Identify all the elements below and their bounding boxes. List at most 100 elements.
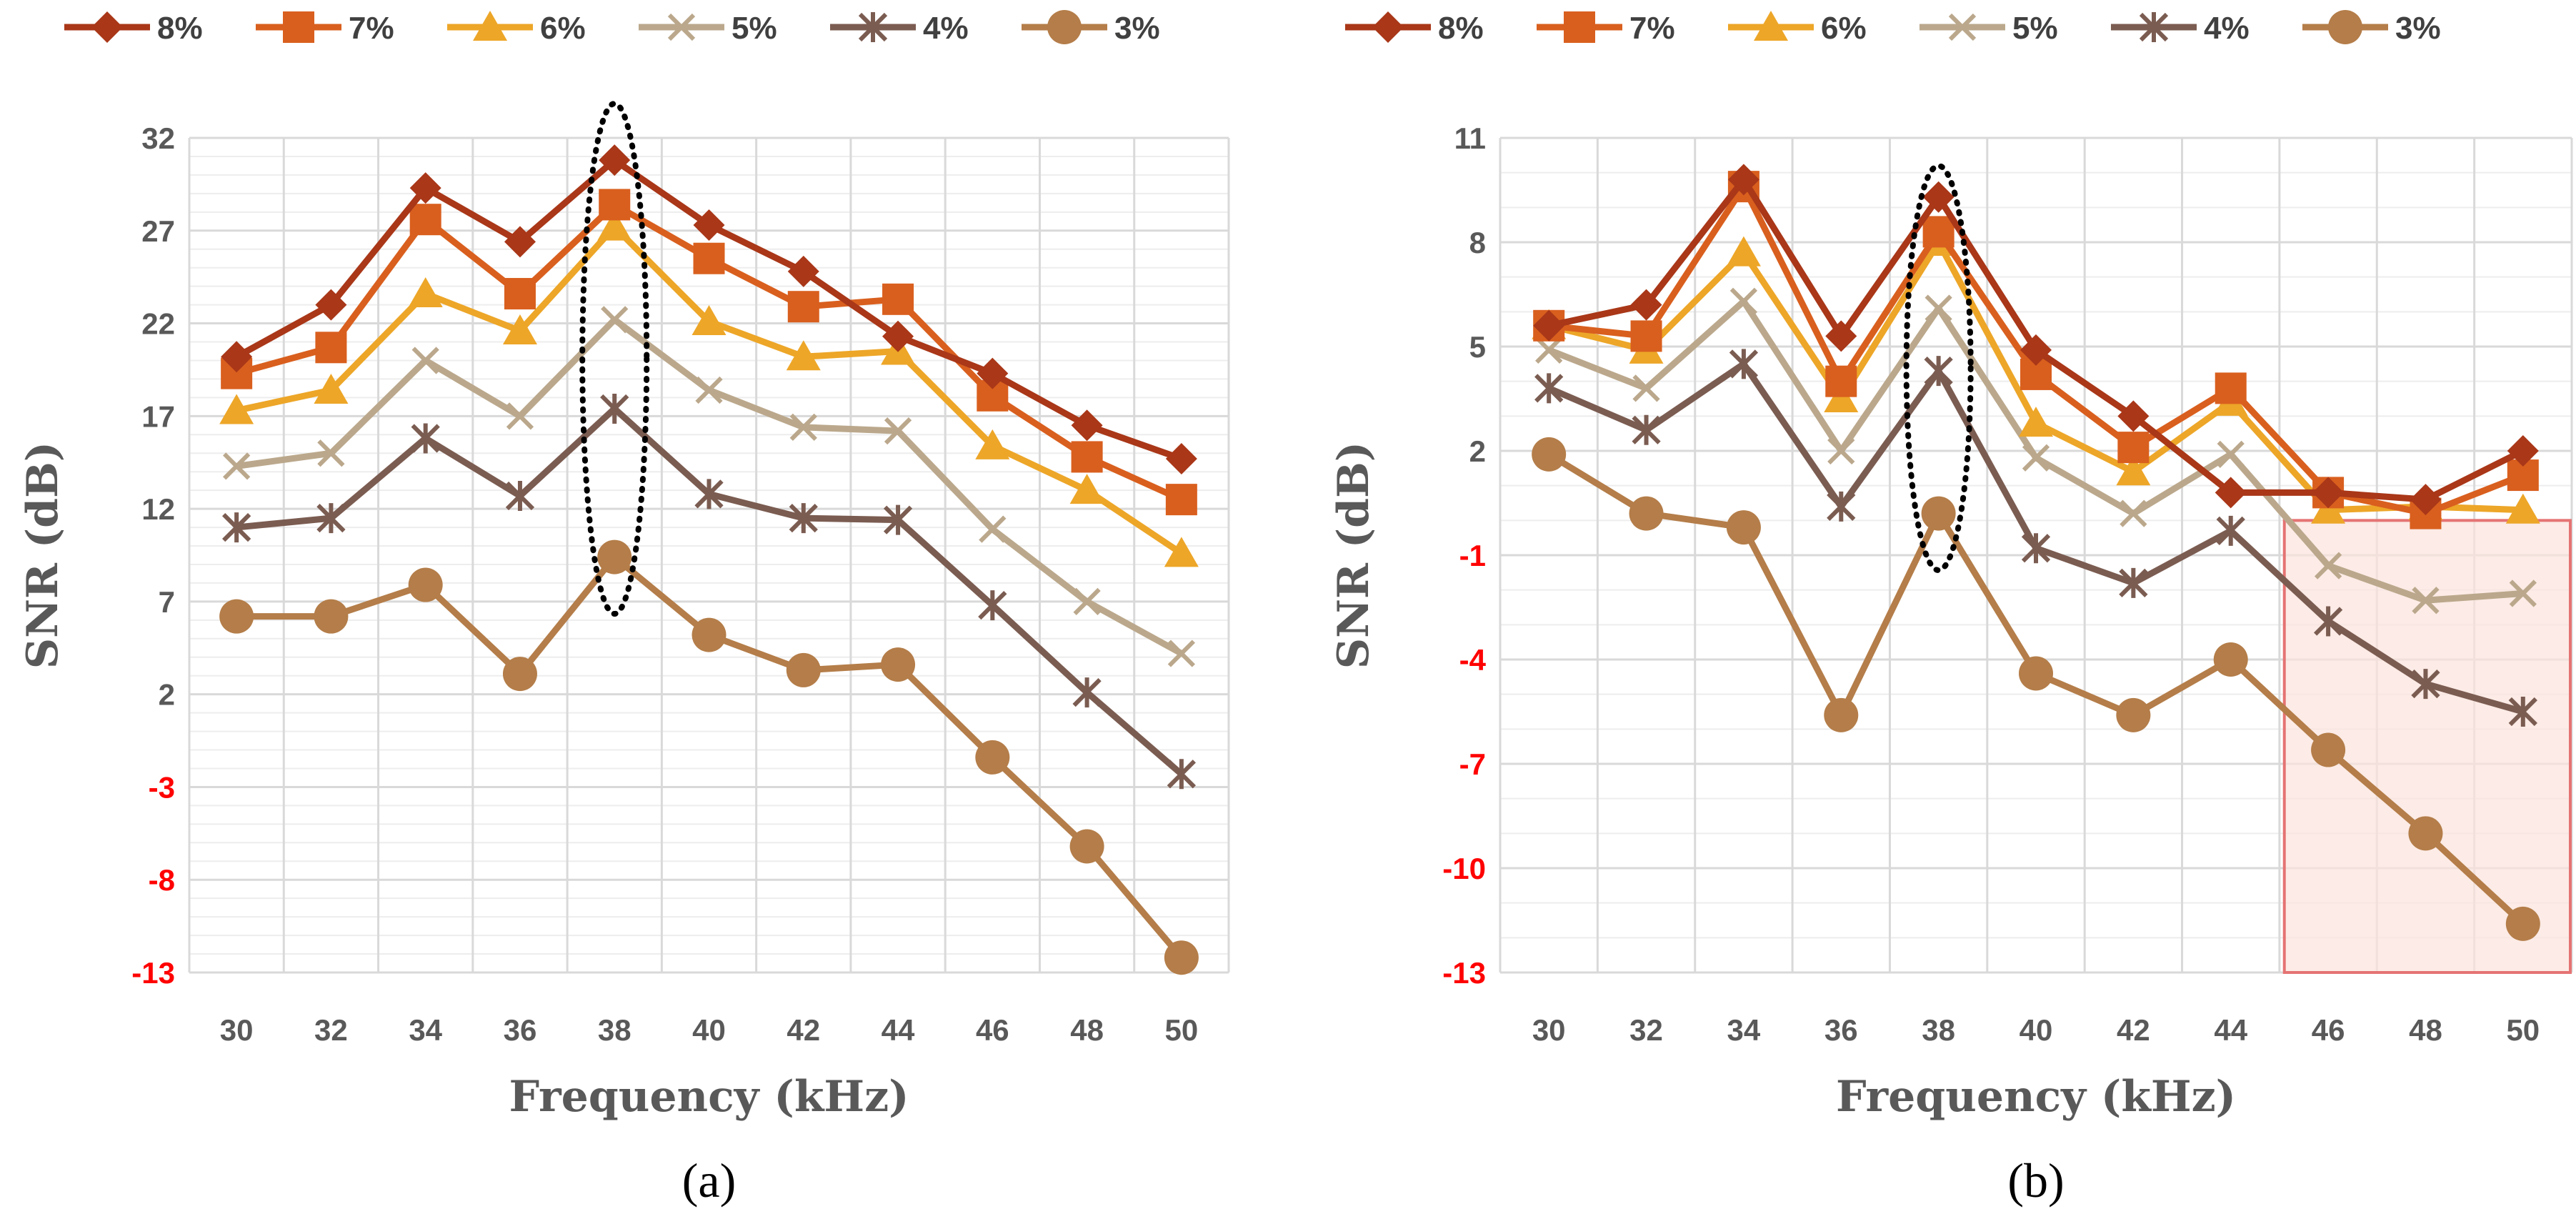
data-point bbox=[2508, 697, 2537, 727]
data-point bbox=[1824, 697, 1859, 732]
legend-marker bbox=[1948, 13, 1977, 41]
y-tick-label: -1 bbox=[1459, 539, 1486, 572]
data-point bbox=[975, 429, 1010, 459]
data-point bbox=[1071, 441, 1103, 473]
legend-label: 6% bbox=[540, 11, 586, 46]
data-point bbox=[1924, 294, 1952, 322]
data-point bbox=[599, 189, 631, 221]
data-point bbox=[1073, 587, 1101, 616]
data-point bbox=[601, 306, 629, 334]
legend-marker bbox=[1754, 11, 1788, 41]
data-point bbox=[787, 255, 819, 287]
data-point bbox=[1726, 510, 1761, 545]
legend-marker bbox=[283, 11, 314, 43]
series-3pct bbox=[1532, 437, 2540, 941]
data-point bbox=[692, 304, 727, 335]
data-point bbox=[2313, 606, 2343, 637]
data-point bbox=[315, 289, 347, 321]
chart-panel-a: 32 27 22 17 12 7 2 -3 -8 -13 30 32 34 36 38 40 42 44 46 48 5… bbox=[18, 10, 1230, 1208]
x-tick-label: 38 bbox=[1922, 1013, 1955, 1047]
dotted-ellipse-annotation bbox=[1903, 163, 1974, 573]
x-tick-label: 42 bbox=[2117, 1013, 2150, 1047]
data-point bbox=[789, 413, 817, 442]
series-4pct bbox=[222, 393, 1196, 790]
x-tick-label: 46 bbox=[976, 1013, 1009, 1047]
legend: 8% 7% 6% 5% 4% 3% bbox=[64, 10, 1160, 46]
y-tick-label: -13 bbox=[131, 956, 175, 990]
data-point bbox=[2408, 816, 2443, 851]
data-point bbox=[786, 652, 821, 687]
data-point bbox=[2117, 432, 2150, 464]
legend-marker bbox=[1564, 11, 1595, 43]
x-tick-label: 40 bbox=[692, 1013, 726, 1047]
x-tick-label: 36 bbox=[504, 1013, 537, 1047]
legend-marker bbox=[667, 13, 696, 41]
data-point bbox=[409, 172, 441, 204]
series-5pct bbox=[223, 306, 1195, 667]
data-point bbox=[1824, 382, 1859, 412]
y-tick-label: 5 bbox=[1469, 330, 1486, 364]
data-point bbox=[2215, 477, 2247, 509]
legend-marker bbox=[473, 11, 507, 41]
data-point bbox=[504, 278, 536, 310]
data-point bbox=[1630, 320, 1662, 352]
series-3pct bbox=[219, 539, 1199, 975]
x-tick-label: 48 bbox=[2409, 1013, 2442, 1047]
data-point bbox=[316, 503, 346, 534]
data-point bbox=[599, 144, 631, 176]
x-tick-label: 50 bbox=[2506, 1013, 2540, 1047]
data-point bbox=[1167, 640, 1195, 667]
data-point bbox=[2022, 444, 2050, 472]
data-point bbox=[597, 210, 632, 241]
panel-label: (b) bbox=[2007, 1153, 2064, 1208]
data-point bbox=[1072, 677, 1102, 708]
data-point bbox=[409, 204, 441, 236]
legend-item: 7% bbox=[1537, 11, 1675, 46]
x-axis-title: Frequency (kHz) bbox=[1836, 1072, 2236, 1122]
data-point bbox=[1534, 373, 1564, 404]
legend-marker bbox=[858, 12, 888, 42]
data-point bbox=[1164, 940, 1199, 975]
legend-label: 8% bbox=[1438, 11, 1484, 46]
legend-label: 4% bbox=[2204, 11, 2250, 46]
series-4pct bbox=[1534, 349, 2537, 727]
data-point bbox=[2116, 697, 2151, 732]
legend-item: 8% bbox=[1345, 11, 1484, 46]
data-point bbox=[692, 617, 727, 652]
data-point bbox=[2119, 567, 2148, 598]
data-point bbox=[502, 657, 537, 692]
y-tick-label: 27 bbox=[141, 214, 175, 248]
data-point bbox=[2116, 455, 2151, 486]
data-point bbox=[695, 376, 723, 404]
data-point bbox=[1630, 289, 1662, 321]
data-point bbox=[411, 347, 439, 374]
chart-panel-b: 11 8 5 2 -1 -4 -7 -10 -13 30 32 34 36 38 40 42 44 46 48 50 F… bbox=[1329, 10, 2573, 1208]
data-point bbox=[979, 515, 1007, 543]
legend-marker bbox=[2328, 10, 2362, 44]
x-tick-label: 50 bbox=[1165, 1013, 1199, 1047]
y-tick-label: 11 bbox=[1454, 121, 1486, 155]
data-point bbox=[314, 599, 349, 634]
data-point bbox=[1071, 409, 1103, 442]
data-point bbox=[2507, 435, 2539, 467]
data-point bbox=[1164, 537, 1199, 567]
y-tick-label: -13 bbox=[1442, 956, 1486, 990]
y-tick-label: 22 bbox=[141, 307, 175, 341]
legend-marker bbox=[2139, 12, 2169, 42]
data-point bbox=[223, 452, 251, 480]
data-point bbox=[1827, 491, 1856, 522]
data-point bbox=[408, 567, 443, 602]
legend-label: 3% bbox=[2395, 11, 2441, 46]
data-point bbox=[2410, 484, 2442, 516]
x-tick-label: 34 bbox=[1727, 1013, 1761, 1047]
data-point bbox=[221, 341, 253, 373]
data-point bbox=[884, 417, 912, 445]
y-axis-title: SNR (dB) bbox=[1329, 442, 1379, 669]
data-point bbox=[506, 402, 534, 430]
y-tick-label: 2 bbox=[159, 678, 175, 712]
data-point bbox=[2311, 493, 2346, 524]
data-point bbox=[1729, 287, 1758, 315]
data-point bbox=[2019, 656, 2053, 691]
y-tick-label: -8 bbox=[149, 863, 175, 897]
